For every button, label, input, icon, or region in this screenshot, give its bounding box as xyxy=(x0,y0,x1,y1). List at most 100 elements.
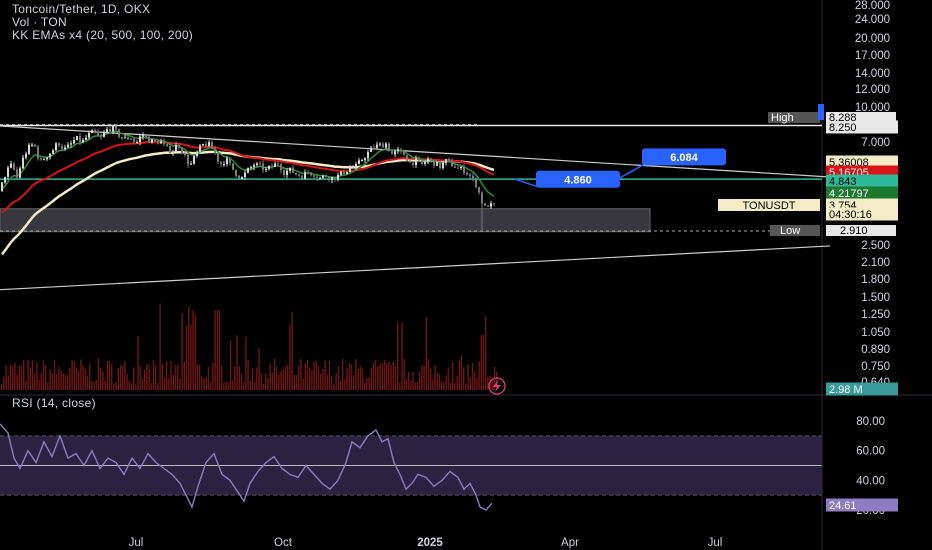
candle-body[interactable] xyxy=(448,159,450,161)
candle-body[interactable] xyxy=(445,159,447,163)
high-tooltip-label[interactable]: High xyxy=(771,112,794,124)
candle-body[interactable] xyxy=(277,163,279,165)
candle-body[interactable] xyxy=(466,172,468,175)
candle-body[interactable] xyxy=(49,153,51,158)
legend-emas[interactable]: KK EMAs x4 (20, 500, 100, 200) xyxy=(12,28,194,42)
candle-body[interactable] xyxy=(283,170,285,176)
price-tag-ema-green[interactable]: 4.21797 xyxy=(829,188,869,200)
candle-body[interactable] xyxy=(142,135,144,137)
candle-body[interactable] xyxy=(382,143,384,148)
callout-box[interactable] xyxy=(536,170,620,188)
candle-body[interactable] xyxy=(322,175,324,178)
candle-body[interactable] xyxy=(250,167,252,169)
candle-body[interactable] xyxy=(328,177,330,180)
candle-body[interactable] xyxy=(349,168,351,172)
candle-body[interactable] xyxy=(268,165,270,169)
candle-body[interactable] xyxy=(457,167,459,169)
candle-body[interactable] xyxy=(121,136,123,139)
candle-body[interactable] xyxy=(175,145,177,152)
candle-body[interactable] xyxy=(235,169,237,176)
candle-body[interactable] xyxy=(424,162,426,164)
ema-cream-line[interactable] xyxy=(1,150,495,256)
candle-body[interactable] xyxy=(193,156,195,164)
candle-body[interactable] xyxy=(85,137,87,140)
candle-body[interactable] xyxy=(106,129,108,133)
candle-body[interactable] xyxy=(115,126,117,130)
candle-body[interactable] xyxy=(100,135,102,137)
candle-body[interactable] xyxy=(484,203,486,206)
candle-body[interactable] xyxy=(463,166,465,173)
candle-body[interactable] xyxy=(487,205,489,207)
range-zone[interactable] xyxy=(0,208,651,233)
candle-body[interactable] xyxy=(241,177,243,179)
candle-body[interactable] xyxy=(130,138,132,140)
candle-body[interactable] xyxy=(412,162,414,166)
candle-body[interactable] xyxy=(490,203,492,207)
candle-body[interactable] xyxy=(214,148,216,154)
candle-body[interactable] xyxy=(265,168,267,170)
candle-body[interactable] xyxy=(58,143,60,146)
candle-body[interactable] xyxy=(52,150,54,154)
candle-body[interactable] xyxy=(76,135,78,141)
candle-body[interactable] xyxy=(364,158,366,161)
candle-body[interactable] xyxy=(298,174,300,176)
candle-body[interactable] xyxy=(190,163,192,165)
candle-body[interactable] xyxy=(460,166,462,168)
candle-body[interactable] xyxy=(31,144,33,146)
price-tag-high-line-box[interactable] xyxy=(826,120,898,134)
candle-body[interactable] xyxy=(334,177,336,180)
candle-body[interactable] xyxy=(154,139,156,142)
candle-body[interactable] xyxy=(454,166,456,168)
candle-body[interactable] xyxy=(310,172,312,176)
candle-body[interactable] xyxy=(10,163,12,168)
candle-body[interactable] xyxy=(289,167,291,171)
candle-body[interactable] xyxy=(64,147,66,150)
candle-body[interactable] xyxy=(61,145,63,150)
candle-body[interactable] xyxy=(244,172,246,178)
candle-body[interactable] xyxy=(418,158,420,161)
price-tag-ema-green-box[interactable] xyxy=(826,186,898,200)
price-tag-high-line[interactable]: 8.250 xyxy=(829,122,857,134)
legend-volume[interactable]: Vol · TON xyxy=(12,15,67,29)
candle-body[interactable] xyxy=(160,141,162,144)
candle-body[interactable] xyxy=(97,131,99,136)
candle-body[interactable] xyxy=(316,176,318,178)
candle-body[interactable] xyxy=(208,142,210,147)
candle-body[interactable] xyxy=(376,144,378,148)
price-tag-support-box[interactable] xyxy=(826,174,898,188)
candle-body[interactable] xyxy=(370,147,372,153)
high-value-box[interactable] xyxy=(826,112,896,123)
candle-body[interactable] xyxy=(478,187,480,193)
candle-body[interactable] xyxy=(196,151,198,157)
candle-body[interactable] xyxy=(256,163,258,166)
trendline-upper-descending[interactable] xyxy=(0,125,831,178)
candle-body[interactable] xyxy=(94,130,96,132)
price-tag-countdown-box[interactable] xyxy=(826,207,898,221)
candle-body[interactable] xyxy=(217,153,219,162)
low-tooltip-box[interactable] xyxy=(770,225,820,236)
candle-body[interactable] xyxy=(439,161,441,169)
lightning-icon[interactable] xyxy=(488,377,506,395)
candle-body[interactable] xyxy=(301,175,303,179)
candle-body[interactable] xyxy=(307,172,309,174)
candle-body[interactable] xyxy=(388,143,390,152)
candle-body[interactable] xyxy=(73,140,75,144)
candle-body[interactable] xyxy=(340,171,342,175)
candle-body[interactable] xyxy=(394,151,396,155)
high-tooltip-box[interactable] xyxy=(768,112,820,123)
price-tag-ema-cream-box[interactable] xyxy=(826,155,898,169)
candle-body[interactable] xyxy=(361,160,363,162)
candle-body[interactable] xyxy=(343,171,345,175)
candle-body[interactable] xyxy=(178,145,180,148)
candle-body[interactable] xyxy=(331,177,333,180)
candle-body[interactable] xyxy=(40,158,42,160)
trendline-lower-ascending[interactable] xyxy=(0,245,831,291)
candle-body[interactable] xyxy=(16,169,18,178)
candle-body[interactable] xyxy=(181,147,183,154)
candle-body[interactable] xyxy=(19,168,21,178)
candle-body[interactable] xyxy=(169,146,171,154)
low-value-box[interactable] xyxy=(826,225,896,236)
candle-body[interactable] xyxy=(391,151,393,155)
candle-body[interactable] xyxy=(67,144,69,148)
